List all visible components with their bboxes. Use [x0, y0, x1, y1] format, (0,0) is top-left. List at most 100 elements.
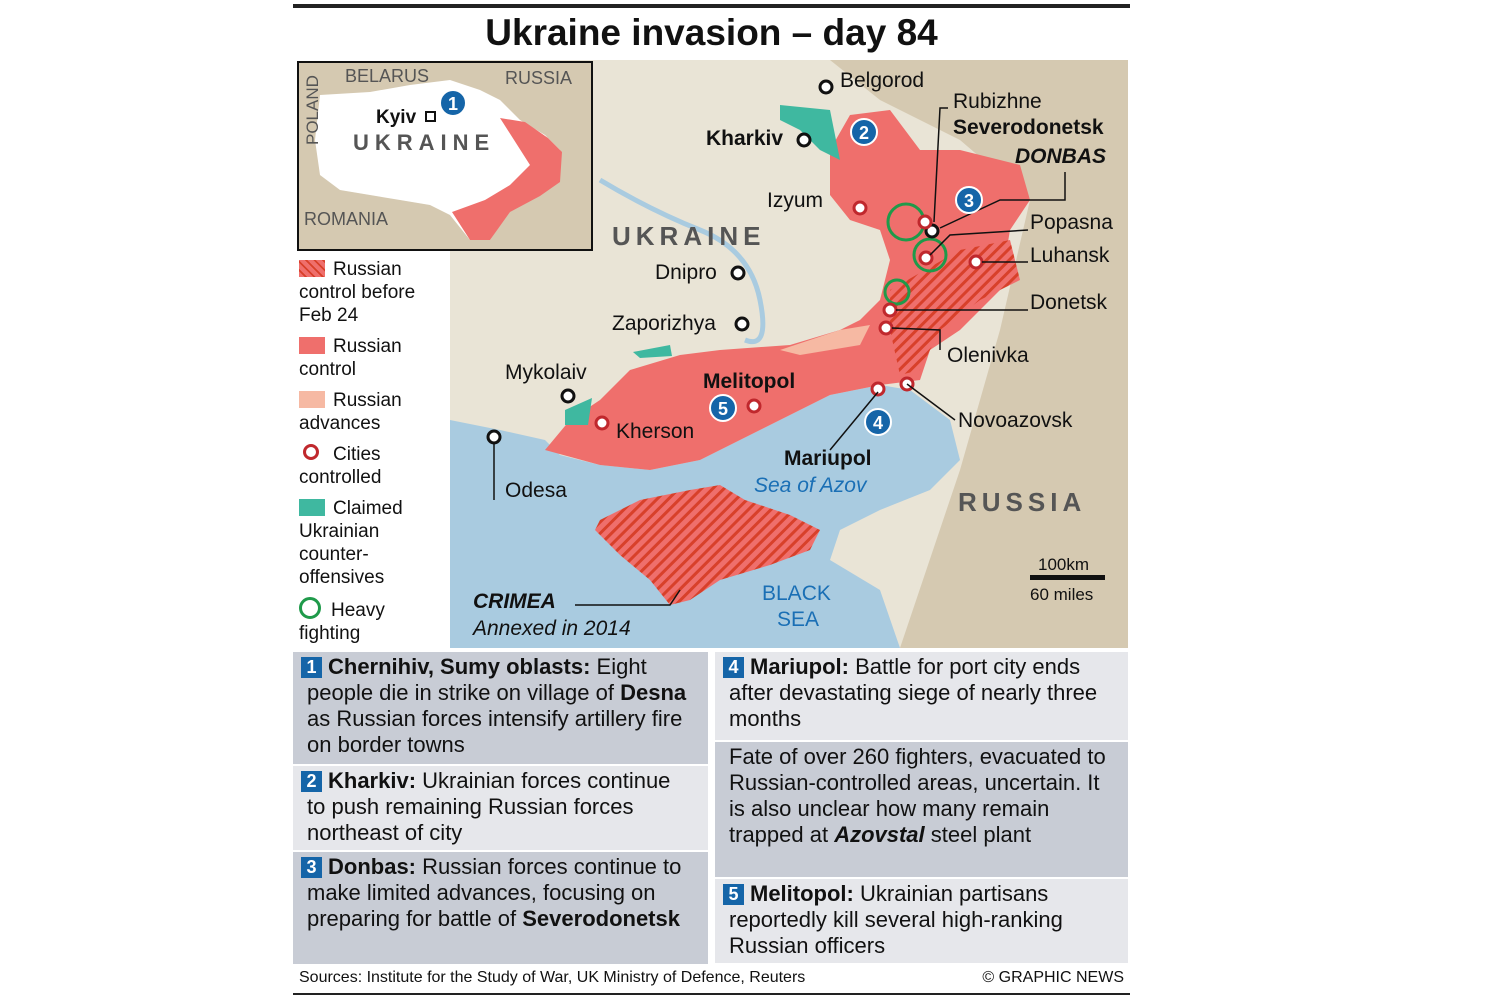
city-label: Donetsk — [1030, 291, 1108, 314]
counter-offensive — [565, 398, 592, 425]
legend-label: Heavy fighting — [299, 600, 385, 644]
note-text: Ukrainian forces continue to push remain… — [307, 768, 671, 845]
scale-label: 60 miles — [1030, 585, 1093, 604]
note-heading: Chernihiv, Sumy oblasts: — [328, 654, 591, 679]
sea-label: SEA — [777, 608, 819, 631]
note-text: steel plant — [924, 822, 1032, 847]
note: 4 Mariupol: Battle for port city ends aft… — [715, 652, 1128, 740]
note: Fate of over 260 fighters, evacuated to … — [715, 742, 1128, 877]
legend-label: Russian control before Feb 24 — [299, 259, 416, 326]
note-text: Battle for port city ends after devastat… — [729, 654, 1098, 731]
marker-number: 1 — [448, 94, 458, 114]
note-text: Desna — [620, 680, 687, 705]
marker-number: 5 — [718, 399, 728, 419]
city-label: Severodonetsk — [953, 116, 1104, 139]
city-label: Mariupol — [784, 447, 872, 470]
note-text: Azovstal — [834, 822, 925, 847]
marker-number: 2 — [859, 123, 869, 143]
scale-bar — [1030, 575, 1105, 580]
city-label: Olenivka — [947, 344, 1029, 367]
inset-russian-control — [452, 118, 562, 240]
note-text: Severodonetsk — [522, 906, 680, 931]
country-label: ROMANIA — [304, 209, 388, 229]
note-number: 5 — [723, 884, 744, 905]
note-number: 2 — [301, 771, 322, 792]
city-dots — [486, 79, 940, 445]
scale-label: 100km — [1038, 555, 1089, 574]
note-number: 1 — [301, 657, 322, 678]
region-label: DONBAS — [1015, 145, 1106, 168]
country-label: POLAND — [303, 75, 322, 145]
sea-label: Sea of Azov — [754, 474, 868, 497]
legend-item: Cities controlled — [299, 443, 447, 489]
note-number: 3 — [301, 857, 322, 878]
russian-advances — [780, 325, 870, 355]
city-label: Luhansk — [1030, 244, 1110, 267]
leader-lines — [493, 107, 1066, 606]
bottom-rule — [293, 993, 1130, 995]
legend-item: Russian control before Feb 24 — [299, 258, 447, 327]
city-label: Odesa — [505, 479, 567, 502]
city-label: Mykolaiv — [505, 361, 587, 384]
heavy-fighting — [883, 202, 948, 306]
legend-label: Russian advances — [299, 390, 402, 434]
city-label: Dnipro — [655, 261, 717, 284]
note-number: 4 — [723, 657, 744, 678]
legend-item: Claimed Ukrainian counter-offensives — [299, 497, 447, 589]
title: Ukraine invasion – day 84 — [485, 12, 938, 53]
note-text: as Russian forces intensify artillery fi… — [307, 706, 683, 757]
crimea — [595, 485, 820, 605]
marker-number: 3 — [964, 191, 974, 211]
legend-label: Russian control — [299, 336, 402, 380]
city-label: Kharkiv — [706, 127, 783, 150]
country-label: RUSSIA — [505, 68, 572, 88]
note-text: Ukrainian partisans reportedly kill seve… — [729, 881, 1063, 958]
note: 5 Melitopol: Ukrainian partisans reported… — [715, 879, 1128, 963]
legend-item: Heavy fighting — [299, 597, 447, 645]
note-heading: Melitopol: — [750, 881, 854, 906]
legend-label: Claimed Ukrainian counter-offensives — [299, 498, 403, 588]
inset-labels: BELARUS RUSSIA POLAND Kyiv UKRAINE ROMAN… — [303, 66, 572, 229]
note-heading: Kharkiv: — [328, 768, 417, 793]
number-markers: 1 2 3 4 5 — [439, 89, 983, 436]
sea-label: BLACK — [762, 582, 831, 605]
city-label: Melitopol — [703, 370, 795, 393]
note-heading: Donbas: — [328, 854, 416, 879]
kyiv-marker — [425, 111, 436, 122]
counter-offensive — [780, 105, 840, 160]
legend-item: Russian advances — [299, 389, 447, 435]
city-label: Izyum — [767, 189, 823, 212]
region-label: CRIMEA — [473, 590, 556, 613]
sources: Sources: Institute for the Study of War,… — [299, 969, 806, 986]
note: 1 Chernihiv, Sumy oblasts: Eight people d… — [293, 652, 708, 764]
river — [598, 177, 766, 344]
country-label: UKRAINE — [612, 221, 765, 251]
region-note: Annexed in 2014 — [471, 617, 631, 640]
city-label: Kyiv — [376, 107, 417, 128]
top-rule — [293, 4, 1130, 8]
city-label: Zaporizhya — [612, 312, 716, 335]
counter-offensive — [633, 345, 672, 358]
marker-number: 4 — [873, 413, 883, 433]
note: 3 Donbas: Russian forces continue to make… — [293, 852, 708, 964]
city-label: Popasna — [1030, 211, 1113, 234]
note-text: Russian forces continue to make limited … — [307, 854, 682, 931]
note: 2 Kharkiv: Ukrainian forces continue to p… — [293, 766, 708, 850]
credit: © GRAPHIC NEWS — [982, 969, 1124, 986]
legend-label: Cities controlled — [299, 444, 382, 488]
country-label: RUSSIA — [958, 487, 1086, 517]
city-label: Novoazovsk — [958, 409, 1073, 432]
legend-item: Russian control — [299, 335, 447, 381]
note-text: Fate of over 260 fighters, evacuated to … — [729, 744, 1106, 847]
city-label: Kherson — [616, 420, 694, 443]
note-text: Eight people die in strike on village of — [307, 654, 647, 705]
note-heading: Mariupol: — [750, 654, 849, 679]
russia-land — [830, 60, 1128, 648]
city-label: Belgorod — [840, 69, 924, 92]
country-label: UKRAINE — [353, 130, 495, 155]
pre-feb24-control — [890, 240, 1020, 375]
map-labels: Belgorod Kharkiv Rubizhne Severodonetsk … — [471, 69, 1113, 640]
city-label: Rubizhne — [953, 90, 1042, 113]
